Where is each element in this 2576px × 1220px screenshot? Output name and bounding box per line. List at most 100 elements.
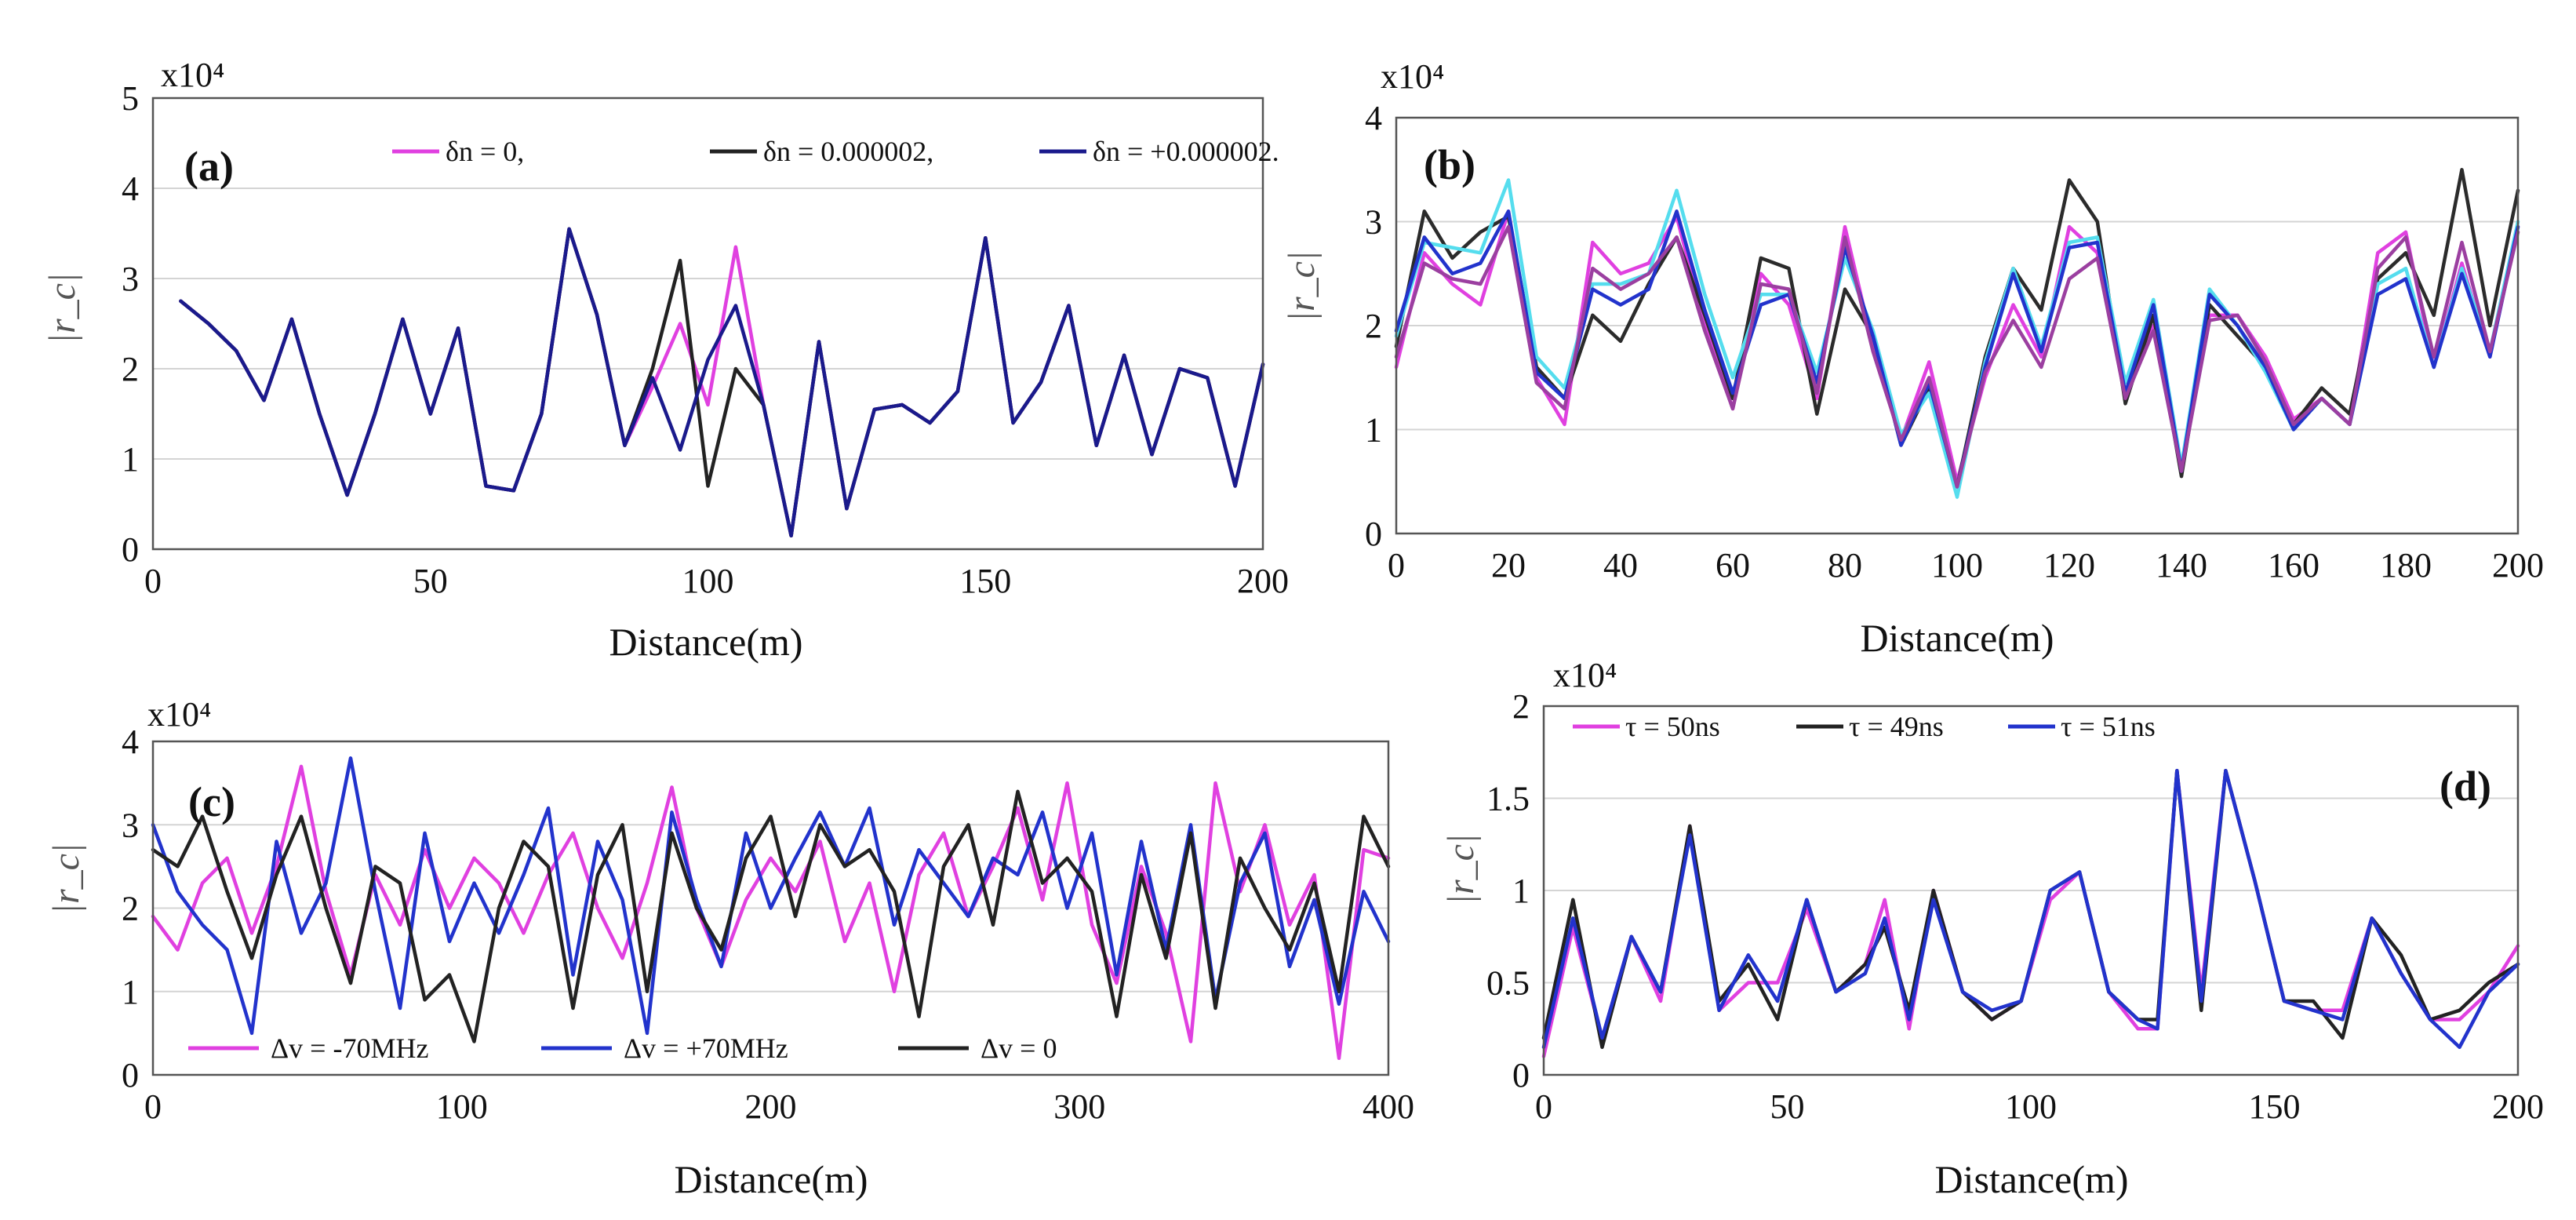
y-tick-label: 0 — [122, 1056, 139, 1094]
y-tick-label: 0.5 — [1486, 964, 1530, 1003]
x-tick-label: 100 — [1931, 546, 1983, 585]
y-tick-label: 1.5 — [1486, 780, 1530, 818]
y-tick-label: 0 — [1365, 515, 1382, 553]
x-tick-label: 200 — [1237, 562, 1289, 600]
x-tick-label: 200 — [2492, 1087, 2544, 1126]
panel-d-y-axis-label: |r_c| — [1440, 834, 1482, 905]
y-tick-label: 4 — [122, 723, 139, 761]
panel-d: 0 0.5 1 1.5 2 0 50 100 150 200 x10⁴ Distance(m) |… — [1440, 656, 2544, 1201]
panel-a-x-axis-label: Distance(m) — [609, 620, 802, 664]
legend-entry: τ = 51ns — [2061, 711, 2156, 742]
panel-c-gridlines — [153, 741, 1388, 992]
x-tick-label: 100 — [436, 1087, 488, 1126]
panel-c-multiplier: x10⁴ — [147, 695, 211, 734]
x-tick-label: 50 — [1770, 1087, 1805, 1126]
panel-a-multiplier: x10⁴ — [161, 56, 224, 94]
panel-d-series-lines — [1541, 769, 2520, 1058]
legend-entry: τ = 49ns — [1849, 711, 1944, 742]
panel-c-label: (c) — [188, 778, 235, 825]
panel-c-y-axis-label: |r_c| — [45, 843, 87, 914]
legend-entry: τ = 50ns — [1625, 711, 1720, 742]
x-tick-label: 100 — [2005, 1087, 2057, 1126]
series-line-magenta — [179, 227, 1265, 538]
y-tick-label: 5 — [122, 79, 139, 118]
y-tick-label: 0 — [1512, 1056, 1530, 1094]
y-tick-label: 4 — [1365, 99, 1382, 137]
panel-c-x-axis-label: Distance(m) — [674, 1157, 868, 1201]
y-tick-label: 2 — [1512, 687, 1530, 726]
x-tick-label: 50 — [413, 562, 448, 600]
x-tick-label: 150 — [2249, 1087, 2301, 1126]
legend-entry: Δv = -70MHz — [271, 1032, 428, 1064]
x-tick-label: 40 — [1603, 546, 1638, 585]
x-tick-label: 100 — [682, 562, 734, 600]
series-line-dark — [1394, 168, 2520, 489]
x-tick-label: 0 — [1388, 546, 1405, 585]
x-tick-label: 300 — [1053, 1087, 1105, 1126]
y-tick-label: 2 — [122, 350, 139, 388]
y-tick-label: 4 — [122, 169, 139, 208]
panel-a-series-lines — [179, 227, 1265, 538]
series-line-black — [1541, 769, 2520, 1050]
x-tick-label: 20 — [1491, 546, 1526, 585]
legend-entry: Δv = +70MHz — [624, 1032, 788, 1064]
panel-a-frame — [151, 97, 1264, 551]
series-line-magenta — [1394, 209, 2520, 484]
legend-entry: δn = 0, — [446, 136, 524, 167]
series-line-blue — [1541, 769, 2520, 1050]
y-tick-label: 1 — [1512, 872, 1530, 910]
y-tick-label: 1 — [122, 973, 139, 1011]
panel-d-tick-labels: 0 0.5 1 1.5 2 0 50 100 150 200 — [1486, 687, 2544, 1126]
panel-c-legend: Δv = -70MHz Δv = +70MHz Δv = 0 — [188, 1032, 1057, 1064]
panel-c: 0 1 2 3 4 0 100 200 300 400 x10⁴ Distance(m) |r_c… — [45, 695, 1414, 1201]
panel-a-label: (a) — [184, 143, 234, 190]
y-tick-label: 3 — [122, 260, 139, 298]
series-line-cyan — [1394, 178, 2520, 499]
panel-b-label: (b) — [1424, 141, 1475, 188]
series-line-black — [179, 227, 1265, 538]
panel-d-x-axis-label: Distance(m) — [1934, 1157, 2128, 1201]
panel-d-multiplier: x10⁴ — [1553, 656, 1617, 694]
series-line-purple — [1394, 224, 2520, 489]
panel-c-series-lines — [151, 756, 1391, 1061]
x-tick-label: 0 — [1535, 1087, 1552, 1126]
panel-d-legend: τ = 50ns τ = 49ns τ = 51ns — [1573, 711, 2156, 742]
x-tick-label: 80 — [1828, 546, 1862, 585]
y-tick-label: 0 — [122, 530, 139, 569]
x-tick-label: 160 — [2268, 546, 2319, 585]
legend-entry: δn = 0.000002, — [763, 136, 933, 167]
series-line-magenta — [1541, 769, 2520, 1058]
y-tick-label: 2 — [122, 890, 139, 928]
x-tick-label: 140 — [2156, 546, 2207, 585]
y-tick-label: 2 — [1365, 307, 1382, 345]
panel-d-frame — [1542, 705, 2520, 1076]
x-tick-label: 200 — [2492, 546, 2544, 585]
y-tick-label: 3 — [1365, 203, 1382, 242]
panel-b-frame — [1395, 116, 2520, 535]
legend-entry: Δv = 0 — [981, 1032, 1057, 1064]
x-tick-label: 180 — [2380, 546, 2432, 585]
panel-d-label: (d) — [2440, 763, 2491, 810]
x-tick-label: 0 — [144, 562, 162, 600]
x-tick-label: 150 — [959, 562, 1011, 600]
panel-b-series-lines — [1394, 168, 2520, 499]
panel-b-multiplier: x10⁴ — [1381, 57, 1444, 96]
panel-c-tick-labels: 0 1 2 3 4 0 100 200 300 400 — [122, 723, 1414, 1126]
x-tick-label: 0 — [144, 1087, 162, 1126]
y-tick-label: 1 — [122, 440, 139, 479]
x-tick-label: 60 — [1716, 546, 1750, 585]
panel-c-frame — [151, 740, 1390, 1076]
y-tick-label: 1 — [1365, 411, 1382, 450]
legend-entry: δn = +0.000002. — [1093, 136, 1279, 167]
panel-b-y-axis-label: |r_c| — [1281, 251, 1323, 322]
series-line-blue — [1394, 209, 2520, 489]
panel-a-legend: δn = 0, δn = 0.000002, δn = +0.000002. — [392, 136, 1279, 167]
x-tick-label: 400 — [1363, 1087, 1414, 1126]
x-tick-label: 200 — [745, 1087, 797, 1126]
panel-a-y-axis-label: |r_c| — [42, 273, 83, 344]
